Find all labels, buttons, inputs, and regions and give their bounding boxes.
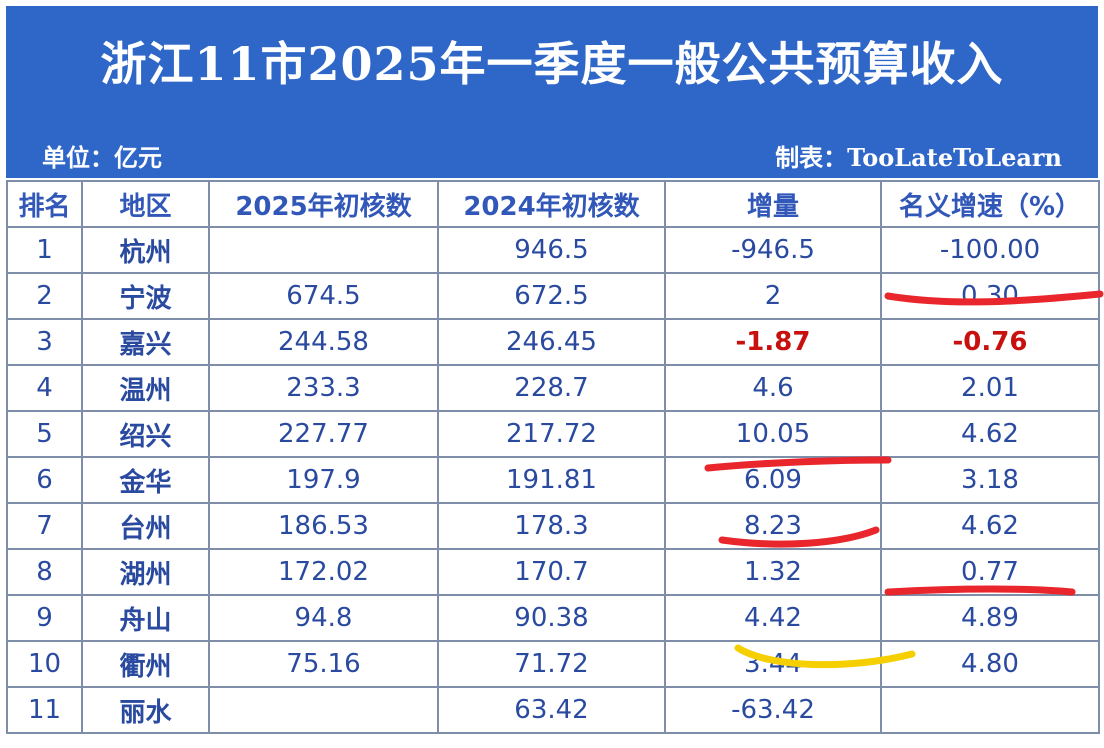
col-header-delta: 增量 [664,180,882,228]
rate-cell: 4.80 [880,640,1100,688]
col-header-rank: 排名 [6,180,83,228]
region-cell: 衢州 [81,640,210,688]
rank-cell: 8 [6,548,83,596]
table-row: 10 衢州 75.16 71.72 3.44 4.80 [6,640,1100,688]
value-2025-cell [208,226,439,274]
rank-cell: 9 [6,594,83,642]
region-cell: 湖州 [81,548,210,596]
delta-cell: 10.05 [664,410,882,458]
table-row: 7 台州 186.53 178.3 8.23 4.62 [6,502,1100,550]
value-2025-cell: 197.9 [208,456,439,504]
region-cell: 宁波 [81,272,210,320]
rank-cell: 4 [6,364,83,412]
revenue-table: 排名 地区 2025年初核数 2024年初核数 增量 名义增速（%） 1 杭州 94… [6,180,1100,734]
rate-cell: 3.18 [880,456,1100,504]
value-2025-cell: 75.16 [208,640,439,688]
region-cell: 嘉兴 [81,318,210,366]
rate-cell: 2.01 [880,364,1100,412]
value-2024-cell: 672.5 [437,272,666,320]
region-cell: 台州 [81,502,210,550]
region-cell: 舟山 [81,594,210,642]
value-2024-cell: 178.3 [437,502,666,550]
rate-cell: 4.89 [880,594,1100,642]
rate-cell: 0.30 [880,272,1100,320]
rank-cell: 7 [6,502,83,550]
table-row: 2 宁波 674.5 672.5 2 0.30 [6,272,1100,320]
rate-cell: 4.62 [880,502,1100,550]
col-header-2024: 2024年初核数 [437,180,666,228]
value-2025-cell: 94.8 [208,594,439,642]
rate-cell: -100.00 [880,226,1100,274]
table-row: 11 丽水 63.42 -63.42 [6,686,1100,734]
delta-cell: 6.09 [664,456,882,504]
table-row: 4 温州 233.3 228.7 4.6 2.01 [6,364,1100,412]
value-2025-cell: 227.77 [208,410,439,458]
rank-cell: 6 [6,456,83,504]
value-2025-cell: 186.53 [208,502,439,550]
region-cell: 丽水 [81,686,210,734]
value-2024-cell: 63.42 [437,686,666,734]
region-cell: 金华 [81,456,210,504]
rate-cell: 4.62 [880,410,1100,458]
value-2024-cell: 946.5 [437,226,666,274]
rank-cell: 10 [6,640,83,688]
maker-label: 制表：TooLateToLearn [775,143,1062,172]
col-header-rate: 名义增速（%） [880,180,1100,228]
delta-cell: 4.42 [664,594,882,642]
rate-cell: 0.77 [880,548,1100,596]
col-header-2025: 2025年初核数 [208,180,439,228]
col-header-region: 地区 [81,180,210,228]
delta-cell: 8.23 [664,502,882,550]
region-cell: 绍兴 [81,410,210,458]
value-2024-cell: 191.81 [437,456,666,504]
delta-cell: 3.44 [664,640,882,688]
value-2024-cell: 71.72 [437,640,666,688]
table-title: 浙江11市2025年一季度一般公共预算收入 [100,37,1004,91]
table-row: 5 绍兴 227.77 217.72 10.05 4.62 [6,410,1100,458]
region-cell: 杭州 [81,226,210,274]
table-header-row: 排名 地区 2025年初核数 2024年初核数 增量 名义增速（%） [6,180,1100,228]
rate-cell [880,686,1100,734]
value-2025-cell: 233.3 [208,364,439,412]
delta-cell: 1.32 [664,548,882,596]
delta-cell: -946.5 [664,226,882,274]
value-2024-cell: 217.72 [437,410,666,458]
table-row: 9 舟山 94.8 90.38 4.42 4.89 [6,594,1100,642]
value-2024-cell: 170.7 [437,548,666,596]
table-row: 3 嘉兴 244.58 246.45 -1.87 -0.76 [6,318,1100,366]
unit-label: 单位：亿元 [42,143,162,172]
delta-cell: -63.42 [664,686,882,734]
value-2024-cell: 228.7 [437,364,666,412]
value-2025-cell: 674.5 [208,272,439,320]
value-2025-cell: 244.58 [208,318,439,366]
table-row: 1 杭州 946.5 -946.5 -100.00 [6,226,1100,274]
value-2025-cell [208,686,439,734]
rank-cell: 1 [6,226,83,274]
delta-cell: 2 [664,272,882,320]
value-2024-cell: 90.38 [437,594,666,642]
delta-cell: -1.87 [664,318,882,366]
delta-cell: 4.6 [664,364,882,412]
value-2025-cell: 172.02 [208,548,439,596]
rank-cell: 11 [6,686,83,734]
value-2024-cell: 246.45 [437,318,666,366]
table-row: 8 湖州 172.02 170.7 1.32 0.77 [6,548,1100,596]
table-header-banner: 浙江11市2025年一季度一般公共预算收入 单位：亿元 制表：TooLateTo… [6,6,1098,178]
rank-cell: 5 [6,410,83,458]
rate-cell: -0.76 [880,318,1100,366]
table-row: 6 金华 197.9 191.81 6.09 3.18 [6,456,1100,504]
rank-cell: 2 [6,272,83,320]
region-cell: 温州 [81,364,210,412]
rank-cell: 3 [6,318,83,366]
